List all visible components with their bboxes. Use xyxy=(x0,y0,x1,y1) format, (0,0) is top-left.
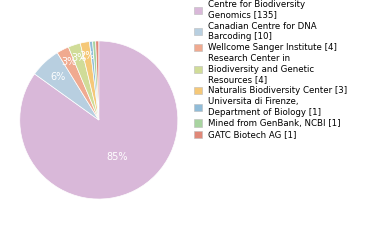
Wedge shape xyxy=(68,43,99,120)
Legend: Centre for Biodiversity
Genomics [135], Canadian Centre for DNA
Barcoding [10], : Centre for Biodiversity Genomics [135], … xyxy=(194,0,348,139)
Wedge shape xyxy=(89,41,99,120)
Text: 85%: 85% xyxy=(107,152,128,162)
Wedge shape xyxy=(93,41,99,120)
Wedge shape xyxy=(35,53,99,120)
Text: 3%: 3% xyxy=(62,57,77,67)
Text: 3%: 3% xyxy=(71,53,86,63)
Text: 2%: 2% xyxy=(80,51,95,61)
Wedge shape xyxy=(96,41,99,120)
Wedge shape xyxy=(57,47,99,120)
Wedge shape xyxy=(20,41,178,199)
Wedge shape xyxy=(80,42,99,120)
Text: 6%: 6% xyxy=(51,72,66,82)
